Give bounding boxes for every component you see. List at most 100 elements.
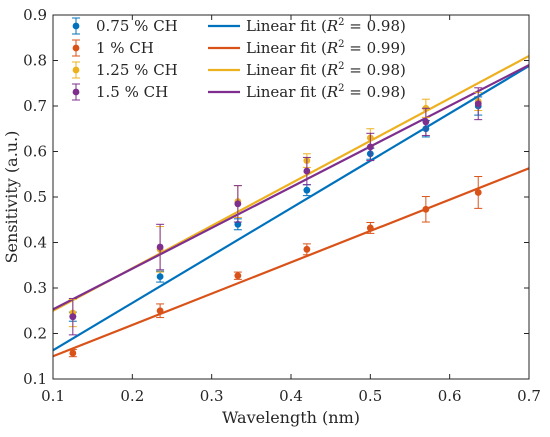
- y-tick-label: 0.6: [23, 143, 47, 161]
- x-tick-label: 0.5: [358, 387, 382, 405]
- legend-fit-open: (: [316, 83, 327, 101]
- data-point: [233, 185, 242, 223]
- data-point: [474, 87, 483, 121]
- marker: [156, 243, 164, 251]
- marker: [366, 143, 374, 151]
- legend-fit-close: ): [400, 39, 406, 57]
- legend-fit-name: Linear fit: [246, 39, 316, 57]
- fit-line: [52, 167, 530, 358]
- legend-fit-open: (: [316, 17, 327, 35]
- marker: [156, 307, 164, 315]
- y-tick-label: 0.7: [23, 97, 47, 115]
- x-tick-label: 0.2: [120, 387, 144, 405]
- x-tick-label: 0.7: [517, 387, 541, 405]
- legend-equals: =: [345, 39, 367, 57]
- fit-lines: [52, 54, 530, 358]
- y-tick-label: 0.2: [23, 325, 47, 343]
- legend-equals: =: [345, 83, 367, 101]
- data-point: [474, 176, 483, 209]
- legend-series-label: 1.25 % CH: [96, 61, 178, 79]
- data-point: [233, 271, 242, 280]
- legend-fit-open: (: [316, 39, 327, 57]
- data-point: [156, 223, 165, 271]
- data-points: [68, 87, 483, 358]
- legend-r-symbol: R: [326, 17, 338, 35]
- y-tick-label: 0.9: [23, 6, 47, 24]
- legend-series-label: 0.75 % CH: [96, 17, 178, 35]
- marker: [474, 189, 482, 196]
- legend-r2-value: 0.98: [367, 61, 400, 79]
- marker: [422, 118, 430, 126]
- marker: [234, 272, 242, 280]
- axis-ticks: 0.1 0.2 0.3 0.4 0.5 0.6 0.7 0.1 0.2 0.3 0.4 0.5 0.6 0…: [23, 6, 541, 405]
- legend-fit-name: Linear fit: [246, 17, 316, 35]
- legend-equals: =: [345, 61, 367, 79]
- legend-r-exponent: 2: [338, 17, 344, 28]
- legend-dot: [72, 66, 80, 74]
- marker: [303, 245, 311, 253]
- marker: [303, 186, 311, 194]
- legend-fit-name: Linear fit: [246, 83, 316, 101]
- legend-equals: =: [345, 17, 367, 35]
- marker: [69, 349, 77, 357]
- marker: [422, 205, 430, 213]
- data-point: [302, 156, 311, 186]
- fit-line: [52, 65, 530, 352]
- marker: [234, 200, 242, 208]
- legend-fit-label: Linear fit (R2 = 0.98): [246, 17, 406, 35]
- x-tick-label: 0.6: [438, 387, 462, 405]
- legend-dot: [72, 44, 80, 52]
- legend-marker: [72, 39, 80, 57]
- legend-series-label: 1.5 % CH: [96, 83, 168, 101]
- legend-marker: [72, 17, 80, 35]
- fit-line: [52, 64, 530, 311]
- legend-r-symbol: R: [326, 39, 338, 57]
- data-point: [421, 196, 430, 223]
- legend-r-exponent: 2: [338, 39, 344, 50]
- x-tick-label: 0.1: [41, 387, 65, 405]
- y-axis-label: Sensitivity (a.u.): [2, 131, 21, 264]
- legend-fit-label: Linear fit (R2 = 0.98): [246, 61, 406, 79]
- legend-r2-value: 0.98: [367, 83, 400, 101]
- marker: [366, 224, 374, 232]
- marker: [303, 167, 311, 175]
- legend-fit-open: (: [316, 61, 327, 79]
- legend-fit-close: ): [400, 17, 406, 35]
- marker: [474, 100, 482, 108]
- y-tick-label: 0.4: [23, 234, 47, 252]
- legend-r-exponent: 2: [338, 61, 344, 72]
- data-point: [421, 107, 430, 137]
- data-point: [68, 348, 77, 358]
- data-point: [302, 243, 311, 256]
- legend-fit-close: ): [400, 61, 406, 79]
- y-tick-label: 0.8: [23, 52, 47, 70]
- marker: [69, 313, 77, 321]
- data-point: [366, 221, 375, 234]
- legend-series-label: 1 % CH: [96, 39, 154, 57]
- legend-marker: [72, 83, 80, 101]
- x-tick-label: 0.3: [200, 387, 224, 405]
- legend-r-symbol: R: [326, 83, 338, 101]
- legend: 0.75 % CH Linear fit (R2 = 0.98)1 % CH Lin…: [72, 17, 406, 101]
- legend-fit-label: Linear fit (R2 = 0.98): [246, 83, 406, 101]
- x-axis-label: Wavelength (nm): [222, 408, 360, 427]
- legend-fit-name: Linear fit: [246, 61, 316, 79]
- y-tick-label: 0.3: [23, 279, 47, 297]
- legend-r-symbol: R: [326, 61, 338, 79]
- y-tick-label: 0.1: [23, 370, 47, 388]
- data-point: [156, 303, 165, 319]
- legend-r2-value: 0.99: [367, 39, 400, 57]
- legend-dot: [72, 22, 80, 30]
- data-point: [68, 297, 77, 336]
- legend-dot: [72, 88, 80, 96]
- y-tick-label: 0.5: [23, 188, 47, 206]
- legend-fit-label: Linear fit (R2 = 0.99): [246, 39, 406, 57]
- x-tick-label: 0.4: [279, 387, 303, 405]
- data-point: [366, 132, 375, 162]
- marker: [156, 273, 164, 281]
- legend-r-exponent: 2: [338, 83, 344, 94]
- legend-r2-value: 0.98: [367, 17, 400, 35]
- legend-marker: [72, 61, 80, 79]
- marker: [234, 220, 242, 228]
